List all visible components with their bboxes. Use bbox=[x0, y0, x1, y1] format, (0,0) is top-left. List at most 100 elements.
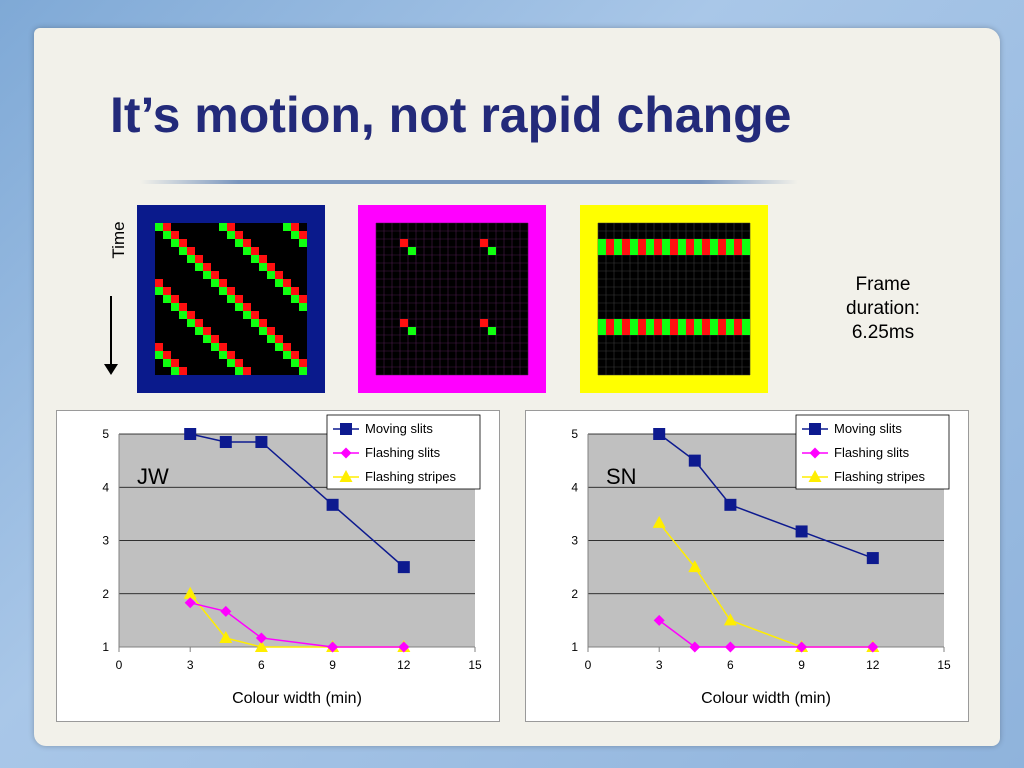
stripe-cell bbox=[646, 319, 654, 327]
stripe-cell bbox=[702, 247, 710, 255]
y-tick-label: 5 bbox=[102, 427, 109, 441]
legend: Moving slits Flashing slits Flashing strip… bbox=[326, 414, 481, 490]
stripe-cell bbox=[710, 239, 718, 247]
stripe-cell bbox=[662, 239, 670, 247]
stripe-cell bbox=[622, 327, 630, 335]
frame-note-line: 6.25ms bbox=[851, 322, 915, 343]
frame-note-line: duration: bbox=[846, 298, 920, 319]
slide-title: It’s motion, not rapid change bbox=[110, 87, 792, 143]
moving-green-cell bbox=[155, 351, 163, 359]
moving-red-cell bbox=[299, 295, 307, 303]
moving-red-cell bbox=[155, 279, 163, 287]
moving-red-cell bbox=[179, 367, 187, 375]
moving-green-cell bbox=[291, 231, 299, 239]
moving-red-cell bbox=[243, 303, 251, 311]
moving-green-cell bbox=[203, 335, 211, 343]
stripe-cell bbox=[734, 239, 742, 247]
legend-label: Flashing slits bbox=[365, 445, 441, 460]
moving-red-cell bbox=[235, 295, 243, 303]
flashing-stripes-point bbox=[652, 515, 666, 528]
stripe-cell bbox=[726, 239, 734, 247]
moving-red-cell bbox=[163, 223, 171, 231]
stripe-cell bbox=[606, 319, 614, 327]
stripe-cell bbox=[702, 319, 710, 327]
moving-green-cell bbox=[259, 327, 267, 335]
moving-green-cell bbox=[179, 311, 187, 319]
stripe-cell bbox=[742, 247, 750, 255]
flashing-stripes-point bbox=[688, 560, 702, 573]
moving-green-cell bbox=[187, 319, 195, 327]
x-tick-label: 15 bbox=[937, 658, 951, 672]
moving-red-cell bbox=[267, 327, 275, 335]
moving-green-cell bbox=[195, 263, 203, 271]
legend-marker bbox=[340, 447, 352, 459]
flashing-slits-stimulus bbox=[358, 205, 546, 393]
moving-red-cell bbox=[163, 287, 171, 295]
stripe-cell bbox=[686, 327, 694, 335]
stripe-cell bbox=[646, 247, 654, 255]
moving-green-cell bbox=[251, 255, 259, 263]
stripe-cell bbox=[718, 239, 726, 247]
moving-green-cell bbox=[155, 223, 163, 231]
stripe-cell bbox=[630, 247, 638, 255]
legend-label: Flashing stripes bbox=[365, 469, 457, 484]
moving-green-cell bbox=[275, 343, 283, 351]
moving-green-cell bbox=[171, 303, 179, 311]
moving-green-cell bbox=[243, 247, 251, 255]
moving-green-cell bbox=[227, 359, 235, 367]
frame-note-line: Frame bbox=[855, 274, 911, 295]
stripe-cell bbox=[606, 239, 614, 247]
moving-red-cell bbox=[203, 327, 211, 335]
stripe-cell bbox=[718, 327, 726, 335]
flashing-green-cell bbox=[488, 327, 496, 335]
flashing-green-cell bbox=[408, 327, 416, 335]
flashing-stripes-point bbox=[254, 640, 268, 652]
stripe-cell bbox=[718, 319, 726, 327]
moving-red-cell bbox=[171, 359, 179, 367]
moving-slits-point bbox=[866, 552, 879, 565]
moving-green-cell bbox=[291, 295, 299, 303]
x-tick-label: 0 bbox=[585, 658, 592, 672]
moving-green-cell bbox=[259, 263, 267, 271]
stripe-cell bbox=[678, 319, 686, 327]
stripe-cell bbox=[598, 239, 606, 247]
stripe-cell bbox=[614, 327, 622, 335]
moving-red-cell bbox=[275, 271, 283, 279]
stripe-cell bbox=[598, 327, 606, 335]
stripe-cell bbox=[638, 239, 646, 247]
stripe-cell bbox=[662, 247, 670, 255]
moving-red-cell bbox=[203, 263, 211, 271]
x-tick-label: 3 bbox=[656, 658, 663, 672]
stripe-cell bbox=[598, 247, 606, 255]
moving-green-cell bbox=[267, 335, 275, 343]
legend-marker bbox=[340, 423, 352, 435]
moving-red-cell bbox=[291, 287, 299, 295]
moving-slits-point bbox=[795, 525, 808, 538]
moving-red-cell bbox=[187, 247, 195, 255]
flashing-green-cell bbox=[408, 247, 416, 255]
stripe-cell bbox=[670, 319, 678, 327]
flashing-slits-point bbox=[327, 641, 339, 653]
moving-green-cell bbox=[211, 279, 219, 287]
legend-label: Flashing slits bbox=[834, 445, 910, 460]
stripe-cell bbox=[694, 319, 702, 327]
stripe-cell bbox=[678, 327, 686, 335]
moving-green-cell bbox=[283, 223, 291, 231]
x-axis-title: Colour width (min) bbox=[232, 690, 362, 707]
stripe-cell bbox=[654, 247, 662, 255]
moving-red-cell bbox=[155, 343, 163, 351]
stripe-cell bbox=[686, 319, 694, 327]
stimulus-grid bbox=[375, 222, 529, 376]
stripe-cell bbox=[678, 239, 686, 247]
moving-green-cell bbox=[163, 359, 171, 367]
moving-green-cell bbox=[171, 239, 179, 247]
x-tick-label: 12 bbox=[397, 658, 411, 672]
moving-green-cell bbox=[267, 271, 275, 279]
moving-red-cell bbox=[259, 319, 267, 327]
stripe-cell bbox=[742, 319, 750, 327]
stripe-cell bbox=[694, 327, 702, 335]
stripe-cell bbox=[734, 327, 742, 335]
moving-slits-point bbox=[219, 435, 232, 448]
moving-green-cell bbox=[299, 303, 307, 311]
moving-red-cell bbox=[299, 231, 307, 239]
